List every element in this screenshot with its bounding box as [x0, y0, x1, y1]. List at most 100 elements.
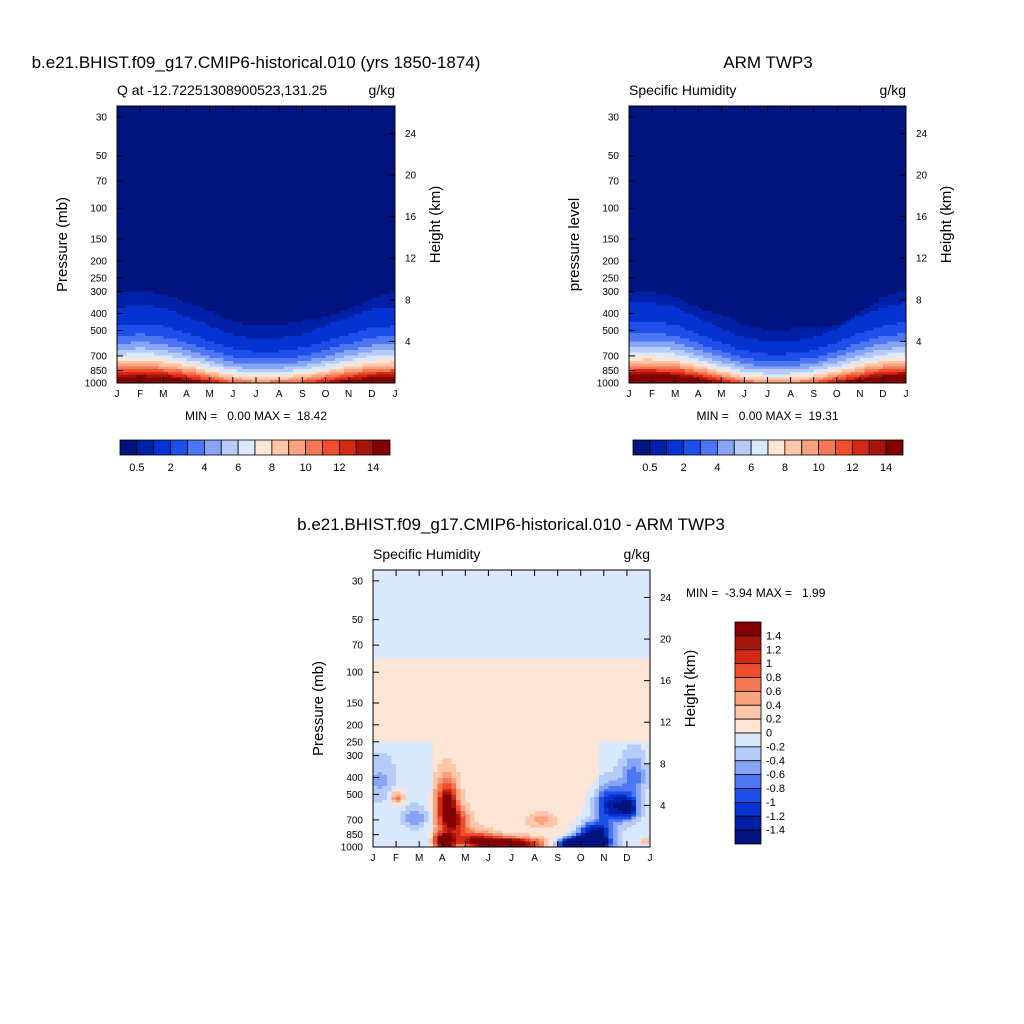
contour-cell: [117, 189, 396, 193]
contour-cell: [562, 844, 605, 848]
chart-title: ARM TWP3: [723, 53, 812, 72]
contour-cell: [465, 830, 476, 834]
y-tick-label: 150: [602, 235, 619, 246]
contour-cell: [603, 783, 623, 787]
colorbar-box: [153, 439, 172, 456]
contour-cell: [117, 371, 169, 376]
contour-cell: [629, 355, 667, 359]
contour-cell: [400, 813, 406, 818]
contour-cell: [433, 741, 600, 746]
contour-cell: [818, 380, 829, 384]
contour-cell: [117, 114, 396, 118]
contour-cell: [629, 236, 907, 240]
contour-cell: [218, 380, 229, 384]
contour-cell: [712, 374, 722, 379]
contour-cell: [603, 788, 637, 793]
contour-cell: [117, 344, 169, 348]
contour-cell: [456, 844, 466, 848]
contour-cell: [433, 813, 439, 818]
contour-cell: [855, 369, 866, 373]
contour-cell: [576, 835, 605, 840]
contour-cell: [640, 780, 646, 784]
contour-cell: [608, 833, 614, 837]
contour-cell: [339, 380, 396, 384]
contour-cell: [334, 377, 350, 381]
y-axis-label: Pressure (mb): [54, 197, 71, 292]
contour-cell: [218, 369, 239, 373]
contour-cell: [589, 813, 596, 818]
contour-cell: [841, 322, 847, 326]
contour-cell: [622, 810, 633, 815]
y-tick-label: 1000: [85, 379, 108, 390]
contour-cell: [451, 774, 462, 779]
contour-cell: [878, 308, 907, 312]
contour-cell: [373, 633, 651, 638]
contour-cell: [465, 838, 471, 843]
contour-cell: [117, 183, 396, 187]
contour-cell: [474, 819, 526, 823]
contour-cell: [433, 819, 439, 823]
x-tick-label: M: [205, 389, 213, 400]
contour-cell: [887, 305, 907, 309]
contour-cell: [465, 810, 476, 815]
contour-cell: [629, 333, 667, 337]
contour-cell: [373, 700, 651, 704]
contour-cell: [339, 374, 354, 379]
contour-cell: [629, 130, 907, 135]
contour-cell: [456, 810, 462, 815]
contour-cell: [167, 308, 206, 312]
contour-cell: [205, 358, 225, 362]
y-tick-label: 100: [90, 204, 107, 215]
contour-cell: [469, 835, 485, 840]
contour-cell: [117, 194, 396, 199]
contour-cell: [433, 777, 439, 782]
contour-cell: [205, 322, 243, 326]
contour-cell: [869, 338, 907, 343]
contour-cell: [409, 802, 420, 807]
contour-cell: [594, 799, 600, 804]
colorbar-box: [649, 439, 668, 456]
contour-cell: [339, 310, 364, 315]
left-string: Specific Humidity: [629, 82, 736, 98]
contour-cell: [580, 813, 591, 818]
contour-cell: [373, 655, 651, 660]
contour-cell: [167, 349, 192, 354]
contour-cell: [191, 316, 225, 320]
contour-cell: [373, 608, 651, 613]
contour-cell: [442, 819, 457, 823]
contour-cell: [442, 813, 457, 818]
contour-cell: [158, 363, 183, 367]
contour-cell: [433, 824, 439, 829]
left-string: Q at -12.72251308900523,131.25: [117, 82, 327, 98]
contour-cell: [186, 358, 206, 362]
contour-cell: [855, 333, 898, 337]
contour-cell: [693, 369, 709, 373]
contour-cell: [629, 286, 907, 290]
contour-cell: [645, 769, 651, 773]
contour-cell: [599, 819, 610, 823]
contour-cell: [117, 277, 396, 282]
contour-cell: [117, 230, 396, 235]
contour-cell: [442, 772, 453, 776]
contour-cell: [396, 766, 434, 771]
contour-cell: [603, 835, 610, 840]
contour-cell: [428, 810, 434, 815]
contour-cell: [465, 813, 471, 818]
contour-cell: [790, 371, 815, 376]
contour-cell: [373, 619, 651, 624]
contour-cell: [373, 816, 402, 820]
contour-cell: [320, 377, 336, 381]
contour-cell: [117, 255, 396, 259]
contour-cell: [864, 313, 907, 318]
y-right-tick-label: 8: [916, 295, 922, 306]
contour-cell: [433, 766, 439, 771]
contour-cell: [218, 371, 234, 376]
colorbar-box: [170, 439, 188, 456]
contour-cell: [645, 788, 651, 793]
contour-cell: [594, 777, 600, 782]
contour-cell: [117, 305, 127, 309]
contour-cell: [117, 363, 160, 367]
contour-cell: [901, 302, 907, 307]
contour-cell: [456, 799, 462, 804]
contour-cell: [386, 752, 434, 757]
